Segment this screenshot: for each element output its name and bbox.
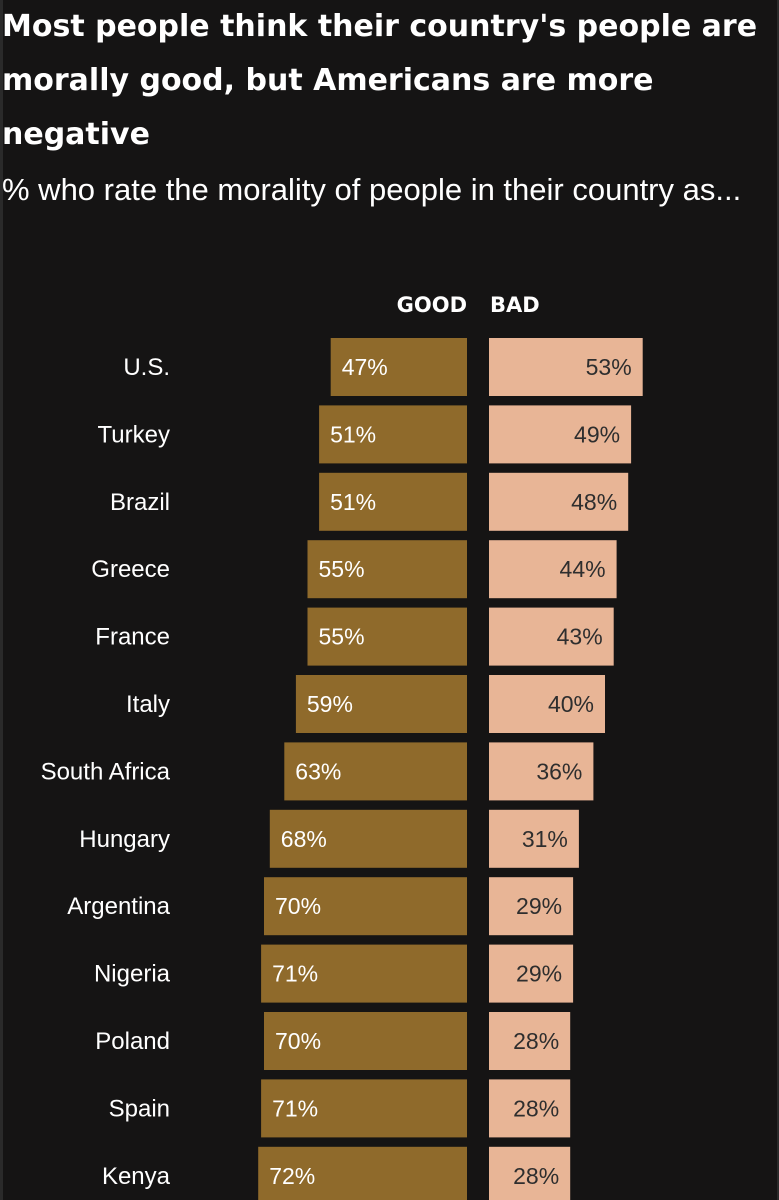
bar-good (295, 675, 467, 733)
chart-row: Greece 55% 44% (91, 540, 617, 599)
bar-bad (489, 1012, 571, 1070)
bar-bad (489, 809, 579, 868)
bar-bad (489, 338, 643, 396)
bar-bad (489, 675, 605, 733)
value-label-good: 55% (319, 624, 365, 650)
bar-bad (489, 944, 574, 1003)
column-header-good: GOOD (397, 293, 467, 317)
value-label-good: 71% (272, 1095, 318, 1121)
bar-bad (489, 1146, 571, 1200)
country-label: Kenya (102, 1163, 171, 1190)
bar-good (264, 1012, 467, 1070)
country-label: Argentina (67, 893, 170, 920)
chart-row: Hungary 68% 31% (79, 809, 579, 868)
value-label-good: 68% (281, 826, 327, 852)
value-label-good: 55% (319, 556, 365, 582)
bar-good (284, 742, 467, 801)
value-label-bad: 44% (560, 556, 606, 582)
value-label-bad: 29% (516, 961, 562, 987)
country-label: Brazil (110, 489, 170, 516)
column-header-bad: BAD (490, 293, 540, 317)
chart-row: Kenya 72% 28% (102, 1146, 571, 1200)
bar-good (319, 405, 467, 464)
value-label-bad: 40% (548, 691, 594, 717)
bar-good (264, 877, 467, 936)
value-label-good: 70% (275, 1028, 321, 1054)
chart-row: Turkey 51% 49% (98, 405, 632, 464)
bar-good (307, 607, 467, 666)
country-label: Spain (109, 1095, 170, 1122)
chart-row: Brazil 51% 48% (110, 472, 629, 531)
bar-bad (489, 1079, 571, 1138)
chart-row: South Africa 63% 36% (41, 742, 594, 801)
value-label-bad: 48% (571, 489, 617, 515)
chart-row: Poland 70% 28% (95, 1012, 571, 1070)
value-label-bad: 53% (586, 354, 632, 380)
country-label: Poland (95, 1028, 170, 1055)
value-label-bad: 36% (536, 758, 582, 784)
country-label: Greece (91, 556, 170, 583)
bar-bad (489, 607, 614, 666)
bar-bad (489, 405, 632, 464)
chart-row: Nigeria 71% 29% (94, 944, 574, 1003)
chart-row: Argentina 70% 29% (67, 877, 574, 936)
value-label-bad: 28% (513, 1028, 559, 1054)
chart-row: U.S. 47% 53% (123, 338, 643, 396)
value-label-good: 59% (307, 691, 353, 717)
bar-good (307, 540, 467, 599)
bar-good (269, 809, 467, 868)
country-label: Turkey (98, 421, 170, 448)
country-label: France (95, 624, 170, 651)
chart-row: Italy 59% 40% (126, 675, 605, 733)
value-label-bad: 28% (513, 1095, 559, 1121)
value-label-bad: 31% (522, 826, 568, 852)
country-label: Hungary (79, 826, 170, 853)
country-label: U.S. (123, 354, 170, 381)
chart-row: France 55% 43% (95, 607, 614, 666)
country-label: Nigeria (94, 961, 171, 988)
value-label-good: 71% (272, 961, 318, 987)
value-label-bad: 29% (516, 893, 562, 919)
bar-good (319, 472, 467, 531)
right-border (777, 0, 779, 1200)
bar-good (261, 1079, 467, 1138)
bar-good (330, 338, 467, 396)
country-label: Italy (126, 691, 170, 718)
value-label-bad: 43% (557, 624, 603, 650)
country-label: South Africa (41, 758, 171, 785)
bar-bad (489, 742, 594, 801)
bar-good (258, 1146, 467, 1200)
value-label-good: 63% (295, 758, 341, 784)
value-label-good: 51% (330, 489, 376, 515)
left-border (0, 0, 3, 1200)
bar-bad (489, 472, 629, 531)
value-label-good: 47% (342, 354, 388, 380)
value-label-bad: 49% (574, 421, 620, 447)
value-label-good: 51% (330, 421, 376, 447)
value-label-good: 70% (275, 893, 321, 919)
bar-bad (489, 540, 617, 599)
value-label-good: 72% (269, 1163, 315, 1189)
chart-title: Most people think their country's people… (2, 9, 758, 152)
value-label-bad: 28% (513, 1163, 559, 1189)
chart-row: Spain 71% 28% (109, 1079, 571, 1138)
bar-good (261, 944, 467, 1003)
chart-subtitle: % who rate the morality of people in the… (2, 172, 742, 207)
bar-bad (489, 877, 574, 936)
